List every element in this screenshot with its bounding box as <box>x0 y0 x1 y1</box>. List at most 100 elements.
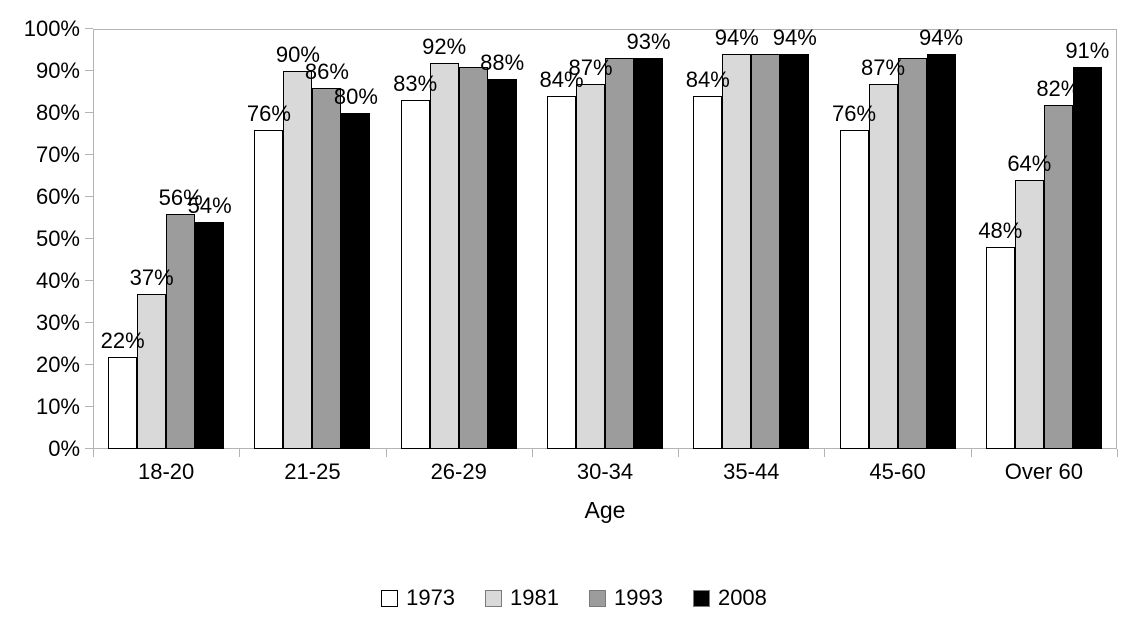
bar-1973-30-34 <box>547 96 576 449</box>
y-axis-tick <box>85 448 93 449</box>
y-axis-tick <box>85 196 93 197</box>
data-label-1981-26-29: 92% <box>422 33 467 59</box>
data-label-1973-18-20: 22% <box>100 327 145 353</box>
legend-item-1993: 1993 <box>589 585 663 611</box>
x-category-label: 30-34 <box>576 459 634 484</box>
data-label-2008-26-29: 88% <box>480 50 525 76</box>
bar-2008-18-20 <box>195 222 225 449</box>
bar-2008-Over-60 <box>1072 66 1102 449</box>
y-axis-tick-label: 100% <box>23 16 80 41</box>
y-axis-tick <box>85 238 93 239</box>
y-axis-tick <box>85 364 93 365</box>
y-axis-tick <box>85 322 93 323</box>
bar-1993-18-20 <box>166 213 196 449</box>
legend-item-2008: 2008 <box>692 585 767 611</box>
data-label-1981-35-44: 94% <box>714 25 759 51</box>
bar-1973-Over-60 <box>985 247 1015 449</box>
data-label-1973-26-29: 83% <box>393 71 438 97</box>
bar-2008-45-60 <box>926 54 956 449</box>
x-axis-tick <box>678 449 680 457</box>
data-label-1981-Over-60: 64% <box>1007 151 1052 177</box>
data-label-2008-45-60: 94% <box>919 25 964 51</box>
y-axis-tick-label: 40% <box>35 268 80 293</box>
data-label-2008-30-34: 93% <box>626 29 671 55</box>
data-label-2008-21-25: 80% <box>333 84 378 109</box>
data-label-1973-Over-60: 48% <box>978 218 1023 244</box>
bar-1993-45-60 <box>897 58 927 449</box>
x-axis-title: Age <box>584 497 626 523</box>
bar-1981-35-44 <box>722 54 752 449</box>
legend-label-1973: 1973 <box>406 585 456 610</box>
data-label-1993-18-20: 56% <box>158 184 203 210</box>
x-axis-tick <box>824 449 826 457</box>
data-label-1973-45-60: 76% <box>832 100 877 126</box>
y-axis-tick <box>85 280 93 281</box>
x-category-label: 26-29 <box>430 459 487 484</box>
y-axis-tick-label: 80% <box>35 100 80 125</box>
x-category-label: 21-25 <box>284 459 341 484</box>
data-label-1993-Over-60: 82% <box>1036 75 1081 101</box>
data-label-2008-35-44: 94% <box>772 25 817 51</box>
data-label-1993-21-25: 86% <box>304 58 349 84</box>
y-axis-tick <box>85 154 93 155</box>
y-axis-tick-label: 20% <box>35 352 80 377</box>
legend-swatch-1981 <box>485 589 503 607</box>
x-axis-tick <box>239 449 241 457</box>
data-label-1973-35-44: 84% <box>685 67 730 93</box>
data-label-1981-21-25: 90% <box>275 42 320 67</box>
bar-1973-26-29 <box>400 100 430 449</box>
legend-item-1981: 1981 <box>485 585 559 611</box>
y-axis-tick <box>85 406 93 407</box>
bar-1993-Over-60 <box>1043 104 1073 449</box>
x-category-label: 45-60 <box>869 459 926 484</box>
data-label-1981-18-20: 37% <box>129 264 174 290</box>
legend-label-1981: 1981 <box>510 585 559 610</box>
y-axis-tick <box>85 70 93 71</box>
y-axis-tick <box>85 112 93 113</box>
legend-item-1973: 1973 <box>381 585 455 611</box>
legend-label-2008: 2008 <box>717 585 767 610</box>
legend-label-1993: 1993 <box>614 585 663 610</box>
y-axis-tick-label: 60% <box>35 184 80 209</box>
x-axis-tick <box>93 449 94 457</box>
bar-1981-Over-60 <box>1014 180 1044 449</box>
x-category-label: Over 60 <box>1004 459 1083 484</box>
legend-swatch-2008 <box>692 589 710 607</box>
y-axis-tick <box>85 28 93 29</box>
y-axis-tick-label: 90% <box>35 58 80 83</box>
bar-2008-26-29 <box>487 79 517 449</box>
x-axis-tick <box>531 449 533 457</box>
bar-2008-21-25 <box>341 113 371 449</box>
y-axis-tick-label: 10% <box>35 394 80 419</box>
x-category-label: 18-20 <box>138 459 195 484</box>
legend-swatch-1993 <box>589 589 606 607</box>
y-axis-tick-label: 0% <box>48 436 80 461</box>
x-axis-tick <box>970 449 972 457</box>
data-label-1981-30-34: 87% <box>568 54 613 80</box>
data-label-1973-21-25: 76% <box>246 100 291 126</box>
data-label-2008-Over-60: 91% <box>1065 37 1110 63</box>
bar-1981-30-34 <box>576 83 605 449</box>
legend-swatch-1973 <box>381 589 399 607</box>
bar-1981-18-20 <box>137 293 167 449</box>
x-axis-tick <box>385 449 387 457</box>
bar-1973-45-60 <box>839 129 869 449</box>
data-label-1973-30-34: 84% <box>539 67 584 93</box>
bar-1981-26-29 <box>429 62 459 449</box>
y-axis-tick-label: 70% <box>35 142 80 167</box>
data-label-1981-45-60: 87% <box>861 54 906 80</box>
bar-1993-26-29 <box>458 66 488 449</box>
bar-1993-21-25 <box>312 87 342 449</box>
bar-1981-45-60 <box>868 83 898 449</box>
bar-1993-35-44 <box>751 54 781 449</box>
y-axis-tick-label: 50% <box>35 226 80 251</box>
y-axis-tick-label: 30% <box>35 310 80 335</box>
bar-1973-35-44 <box>693 96 723 449</box>
data-label-2008-18-20: 54% <box>187 193 232 219</box>
bar-1993-30-34 <box>605 58 634 449</box>
bar-2008-35-44 <box>780 54 810 449</box>
x-axis-tick <box>1117 449 1118 457</box>
x-category-label: 35-44 <box>723 459 780 484</box>
bar-1973-21-25 <box>254 129 284 449</box>
